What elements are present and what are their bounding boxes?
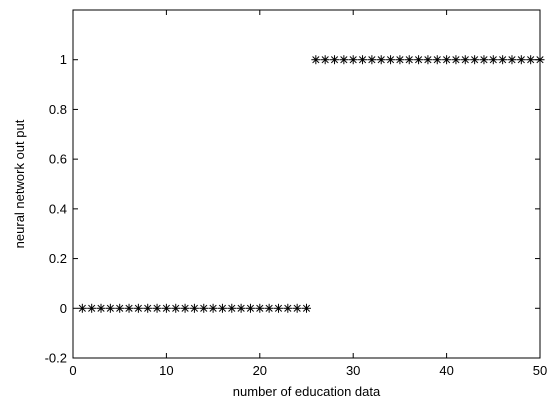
data-point — [245, 303, 255, 313]
data-point — [208, 303, 218, 313]
data-point — [264, 303, 274, 313]
x-tick-label: 50 — [533, 363, 547, 378]
data-point — [442, 55, 452, 65]
data-point — [171, 303, 181, 313]
data-point — [152, 303, 162, 313]
data-point — [395, 55, 405, 65]
y-tick-label: 0.8 — [49, 102, 67, 117]
data-point — [180, 303, 190, 313]
data-point — [330, 55, 340, 65]
x-tick-labels: 0 10 20 30 40 50 — [69, 363, 547, 378]
y-tick-label: 1 — [60, 52, 67, 67]
x-tick-label: 40 — [439, 363, 453, 378]
data-point — [133, 303, 143, 313]
x-axis-label: number of education data — [233, 384, 381, 399]
data-point — [451, 55, 461, 65]
data-point — [189, 303, 199, 313]
data-point — [124, 303, 134, 313]
data-point — [470, 55, 480, 65]
data-point — [432, 55, 442, 65]
x-tick-label: 0 — [69, 363, 76, 378]
x-tick-label: 10 — [159, 363, 173, 378]
data-point — [77, 303, 87, 313]
data-point — [507, 55, 517, 65]
data-point — [479, 55, 489, 65]
axis-ticks — [72, 10, 541, 359]
data-point — [339, 55, 349, 65]
data-point — [217, 303, 227, 313]
data-point — [358, 55, 368, 65]
data-point — [236, 303, 246, 313]
data-markers — [77, 55, 545, 313]
data-point — [498, 55, 508, 65]
data-point — [115, 303, 125, 313]
data-point — [105, 303, 115, 313]
data-point — [535, 55, 545, 65]
data-point — [273, 303, 283, 313]
y-tick-label: 0.2 — [49, 251, 67, 266]
data-point — [87, 303, 97, 313]
y-tick-label: 0.4 — [49, 201, 67, 216]
data-point — [488, 55, 498, 65]
data-point — [311, 55, 321, 65]
data-point — [526, 55, 536, 65]
data-point — [386, 55, 396, 65]
y-tick-labels: -0.2 0 0.2 0.4 0.6 0.8 1 — [45, 52, 67, 365]
data-point — [283, 303, 293, 313]
plot-area — [72, 9, 541, 359]
y-tick-label: 0 — [60, 301, 67, 316]
y-tick-label: 0.6 — [49, 152, 67, 167]
data-point — [143, 303, 153, 313]
data-point — [255, 303, 265, 313]
data-point — [227, 303, 237, 313]
data-point — [516, 55, 526, 65]
data-point — [302, 303, 311, 313]
data-point — [414, 55, 424, 65]
data-point — [367, 55, 377, 65]
x-tick-label: 30 — [346, 363, 360, 378]
data-point — [404, 55, 414, 65]
data-point — [423, 55, 433, 65]
y-tick-label: -0.2 — [45, 351, 67, 366]
y-axis-label: neural network out put — [12, 119, 27, 248]
data-point — [161, 303, 171, 313]
data-point — [199, 303, 209, 313]
data-point — [460, 55, 470, 65]
data-point — [96, 303, 106, 313]
data-point — [348, 55, 358, 65]
data-point — [320, 55, 330, 65]
data-point — [292, 303, 302, 313]
data-point — [376, 55, 386, 65]
x-tick-label: 20 — [253, 363, 267, 378]
